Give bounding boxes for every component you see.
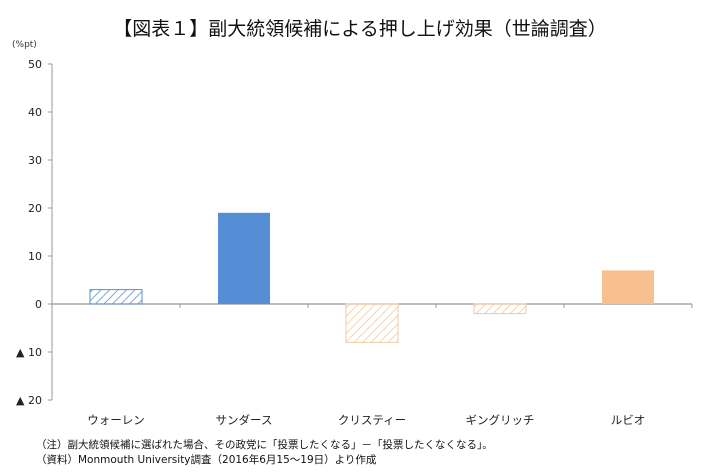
y-axis-unit: (%pt) <box>12 40 37 50</box>
bar-3 <box>473 303 527 315</box>
y-tick-label: 40 <box>28 106 42 119</box>
x-category-label: クリスティー <box>338 413 406 427</box>
x-category-label: サンダース <box>216 413 273 427</box>
y-tick-label: 20 <box>28 202 42 215</box>
y-tick-label: ▲ 20 <box>16 394 42 407</box>
bar-0 <box>89 289 143 305</box>
bar-2 <box>345 303 399 343</box>
bar-4 <box>602 270 654 304</box>
y-tick-label: 0 <box>35 298 42 311</box>
x-category-label: ウォーレン <box>87 413 145 427</box>
chart-title: 【図表１】副大統領候補による押し上げ効果（世論調査） <box>113 18 607 40</box>
bar-1 <box>218 212 270 304</box>
y-tick-label: 30 <box>28 154 42 167</box>
x-category-label: ギングリッチ <box>466 413 535 427</box>
source-note: （資料）Monmouth University調査（2016年6月15～19日）… <box>36 454 377 466</box>
y-tick-label: 50 <box>28 58 42 71</box>
x-category-label: ルビオ <box>611 413 646 427</box>
y-tick-label: 10 <box>28 250 42 263</box>
footnote: （注）副大統領候補に選ばれた場合、その政党に「投票したくなる」－「投票したくなく… <box>36 439 493 451</box>
y-tick-label: ▲ 10 <box>16 346 42 359</box>
